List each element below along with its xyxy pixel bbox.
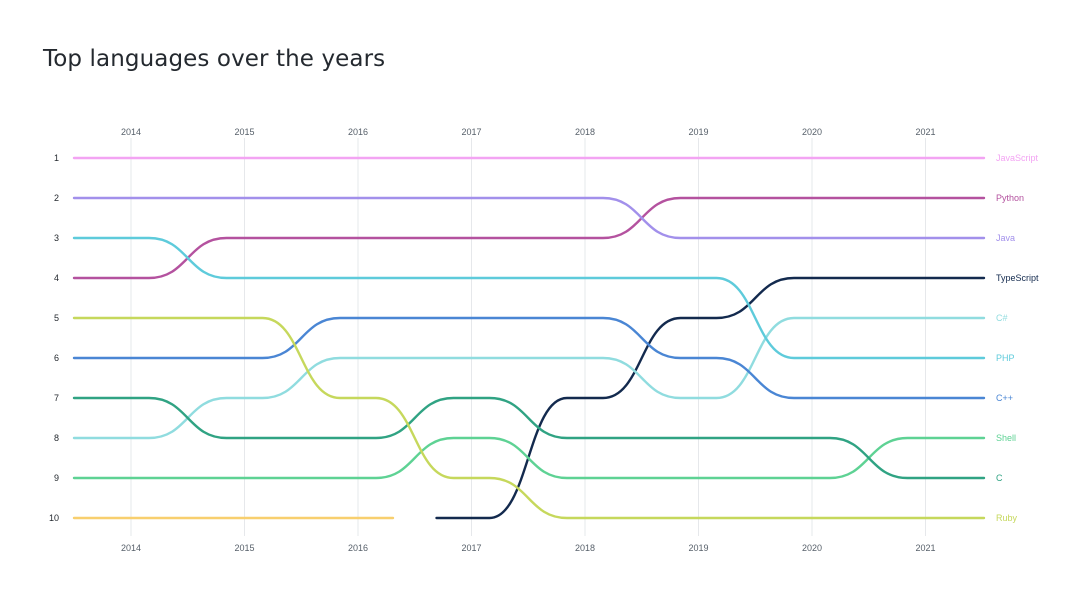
x-tick-label-bottom: 2021 — [915, 543, 935, 553]
chart-title: Top languages over the years — [43, 46, 386, 72]
x-tick-label-bottom: 2017 — [461, 543, 481, 553]
series-line[interactable] — [72, 316, 986, 520]
series-end-label: PHP — [996, 353, 1015, 363]
x-tick-label-top: 2021 — [915, 127, 935, 137]
y-tick-label: 10 — [49, 513, 59, 523]
y-tick-label: 6 — [54, 353, 59, 363]
y-axis-rank-labels: 1 2 3 4 5 6 7 8 9 10 — [49, 153, 59, 523]
x-tick-label-top: 2018 — [575, 127, 595, 137]
x-tick-label-bottom: 2019 — [688, 543, 708, 553]
series-end-label: Shell — [996, 433, 1016, 443]
x-tick-label-top: 2020 — [802, 127, 822, 137]
series-end-label: C# — [996, 313, 1008, 323]
y-tick-label: 9 — [54, 473, 59, 483]
x-tick-label-top: 2017 — [461, 127, 481, 137]
y-tick-label: 3 — [54, 233, 59, 243]
series-end-label: C — [996, 473, 1003, 483]
x-tick-label-bottom: 2014 — [121, 543, 141, 553]
x-tick-label-bottom: 2016 — [348, 543, 368, 553]
y-tick-label: 8 — [54, 433, 59, 443]
series-line[interactable] — [72, 236, 986, 360]
y-tick-label: 4 — [54, 273, 59, 283]
series-end-label: JavaScript — [996, 153, 1039, 163]
series-end-label: C++ — [996, 393, 1013, 403]
x-tick-label-top: 2014 — [121, 127, 141, 137]
x-axis-bottom-labels: 2014 2015 2016 2017 2018 2019 2020 2021 — [121, 543, 936, 553]
x-tick-label-bottom: 2018 — [575, 543, 595, 553]
series-line[interactable] — [72, 196, 986, 280]
series-line[interactable] — [72, 436, 986, 480]
series-end-label: Ruby — [996, 513, 1018, 523]
series-lines — [72, 156, 986, 520]
series-end-label: Java — [996, 233, 1015, 243]
series-line[interactable] — [72, 316, 986, 400]
series-end-label: TypeScript — [996, 273, 1039, 283]
y-tick-label: 5 — [54, 313, 59, 323]
series-line[interactable] — [72, 316, 986, 440]
y-tick-label: 1 — [54, 153, 59, 163]
x-axis-top-labels: 2014 2015 2016 2017 2018 2019 2020 2021 — [121, 127, 936, 137]
y-tick-label: 2 — [54, 193, 59, 203]
grid-lines — [130, 138, 926, 536]
series-line[interactable] — [72, 196, 986, 240]
series-line[interactable] — [435, 276, 986, 520]
series-line[interactable] — [72, 396, 986, 480]
y-tick-label: 7 — [54, 393, 59, 403]
x-tick-label-bottom: 2020 — [802, 543, 822, 553]
x-tick-label-top: 2016 — [348, 127, 368, 137]
x-tick-label-bottom: 2015 — [234, 543, 254, 553]
series-end-labels: JavaScript Python Java TypeScript C# PHP C++ Sh… — [996, 153, 1039, 523]
x-tick-label-top: 2015 — [234, 127, 254, 137]
series-end-label: Python — [996, 193, 1024, 203]
x-tick-label-top: 2019 — [688, 127, 708, 137]
